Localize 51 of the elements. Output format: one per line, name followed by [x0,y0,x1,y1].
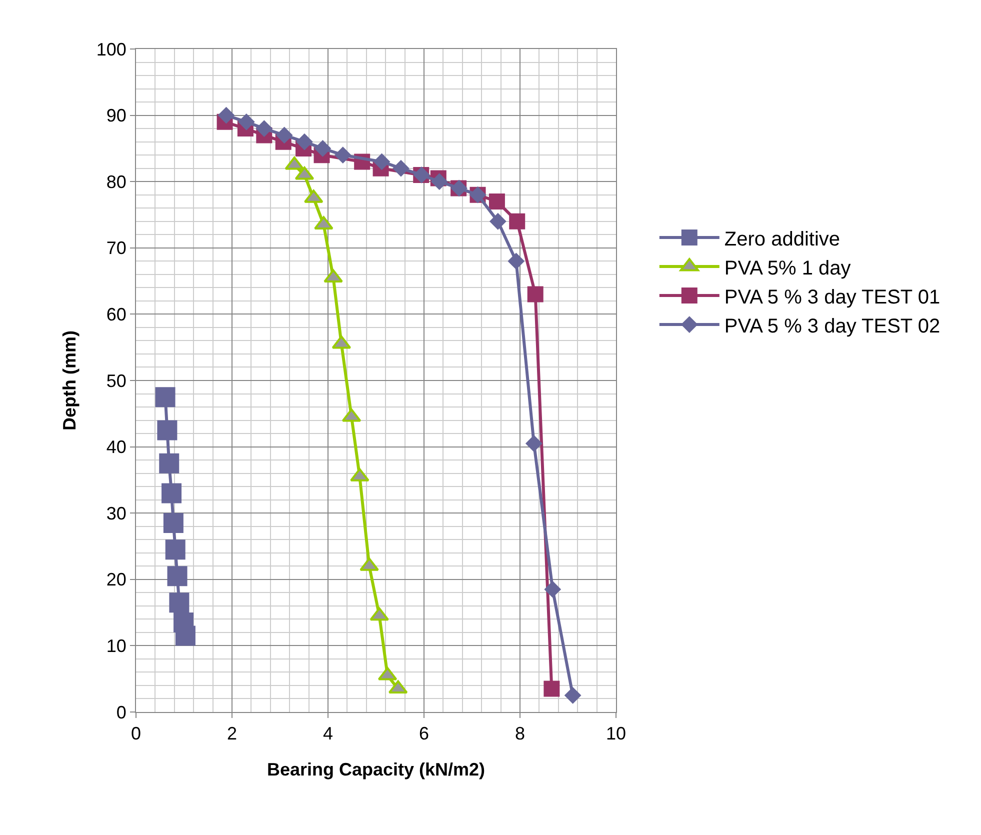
y-tick-label: 80 [106,172,126,192]
y-tick-label: 30 [106,503,126,524]
x-tick-label: 0 [130,724,142,744]
point [163,513,184,534]
y-tick-label: 40 [106,437,126,458]
point [157,420,178,440]
x-tick-label: 2 [226,724,238,744]
y-tick-label: 0 [116,702,126,722]
y-tick-label: 70 [106,238,126,258]
point [175,626,196,646]
point [488,193,505,210]
x-tick-label: 6 [418,724,430,744]
y-tick-label: 20 [106,570,126,590]
legend-label: PVA 5 % 3 day TEST 02 [724,315,940,338]
point [159,453,180,474]
point [527,286,544,302]
point [544,580,562,598]
point [430,173,448,190]
point [165,540,186,560]
point [162,483,182,504]
legend-label: Zero additive [724,228,840,250]
point [256,120,273,138]
point [544,680,560,697]
point [489,212,506,230]
point [373,153,390,170]
point [392,160,410,177]
legend-label: PVA 5 % 3 day TEST 01 [724,286,940,308]
y-tick-label: 90 [106,106,126,126]
legend-label: PVA 5% 1 day [724,257,851,280]
x-tick-label: 4 [322,724,334,744]
point [509,213,526,230]
point [167,566,188,586]
y-tick-label: 60 [106,304,126,324]
y-tick-label: 100 [96,39,126,60]
y-axis-title: Depth (mm) [60,330,80,430]
x-tick-label: 8 [514,724,526,744]
x-axis-title: Bearing Capacity (kN/m2) [266,760,486,780]
point [169,592,190,613]
y-tick-label: 50 [106,370,126,391]
y-tick-label: 10 [106,636,126,656]
point [296,133,313,150]
x-tick-label: 10 [606,724,626,744]
point [564,686,582,704]
point [218,106,235,124]
point [508,252,525,270]
point [314,140,332,157]
point [334,146,352,164]
point [276,126,293,144]
point [155,387,176,408]
point [525,435,542,452]
point [238,113,255,130]
